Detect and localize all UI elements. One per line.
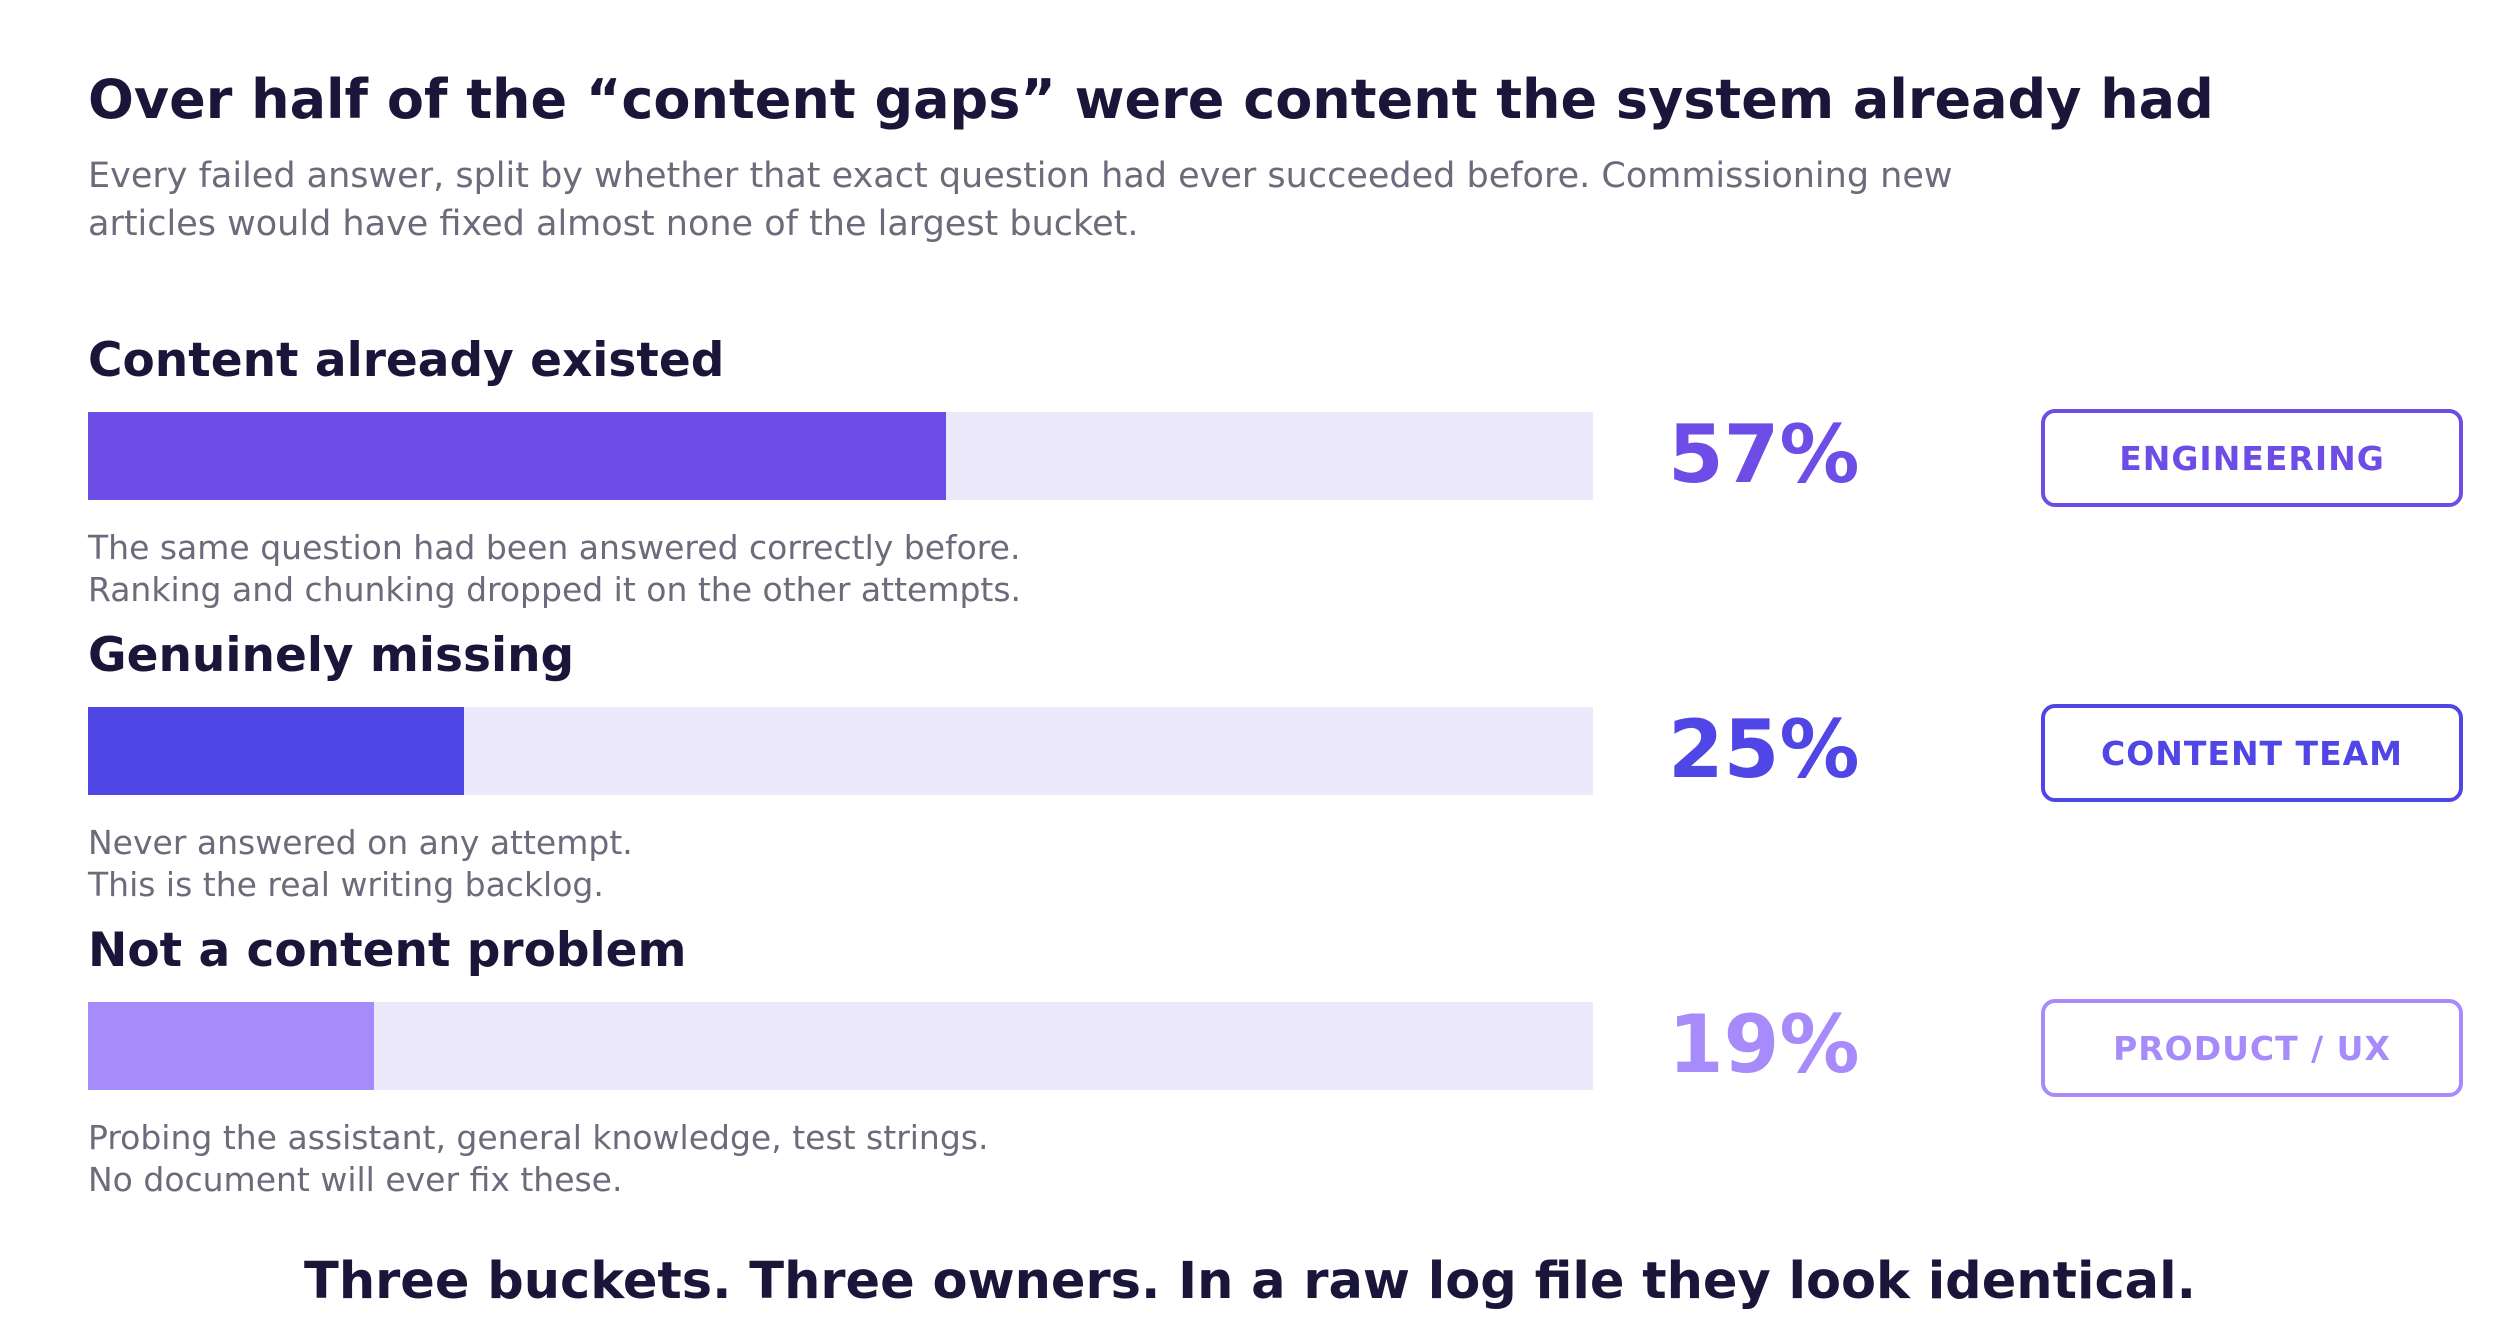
chart-subtitle: Every failed answer, split by whether th… bbox=[88, 156, 1953, 244]
chart-title: Over half of the “content gaps” were con… bbox=[88, 68, 2214, 131]
description-line: This is the real writing backlog. bbox=[88, 865, 604, 904]
owner-badge: ENGINEERING bbox=[2041, 409, 2463, 507]
bucket-description: Probing the assistant, general knowledge… bbox=[88, 1117, 988, 1201]
description-line: No document will ever fix these. bbox=[88, 1160, 623, 1199]
description-line: Never answered on any attempt. bbox=[88, 823, 633, 862]
bar-fill bbox=[88, 707, 465, 795]
bar-fill bbox=[88, 1002, 374, 1090]
value-label: 57% bbox=[1668, 408, 1860, 501]
value-label: 25% bbox=[1668, 703, 1860, 796]
bar-track bbox=[88, 1002, 1593, 1090]
bucket-label: Genuinely missing bbox=[88, 628, 575, 683]
bucket-description: Never answered on any attempt. This is t… bbox=[88, 822, 633, 906]
bar-fill bbox=[88, 412, 946, 500]
description-line: The same question had been answered corr… bbox=[88, 528, 1021, 567]
owner-badge: CONTENT TEAM bbox=[2041, 704, 2463, 802]
bucket-label: Content already existed bbox=[88, 333, 725, 388]
bar-track bbox=[88, 707, 1593, 795]
bucket-row-content-already-existed: Content already existed 57% ENGINEERING … bbox=[88, 333, 2468, 633]
footer-takeaway: Three buckets. Three owners. In a raw lo… bbox=[304, 1252, 2196, 1311]
value-label: 19% bbox=[1668, 998, 1860, 1091]
bucket-row-not-a-content-problem: Not a content problem 19% PRODUCT / UX P… bbox=[88, 923, 2468, 1223]
bucket-description: The same question had been answered corr… bbox=[88, 527, 1021, 611]
owner-badge: PRODUCT / UX bbox=[2041, 999, 2463, 1097]
bucket-label: Not a content problem bbox=[88, 923, 687, 978]
bar-track bbox=[88, 412, 1593, 500]
description-line: Probing the assistant, general knowledge… bbox=[88, 1118, 989, 1157]
description-line: Ranking and chunking dropped it on the o… bbox=[88, 570, 1022, 609]
bucket-row-genuinely-missing: Genuinely missing 25% CONTENT TEAM Never… bbox=[88, 628, 2468, 928]
